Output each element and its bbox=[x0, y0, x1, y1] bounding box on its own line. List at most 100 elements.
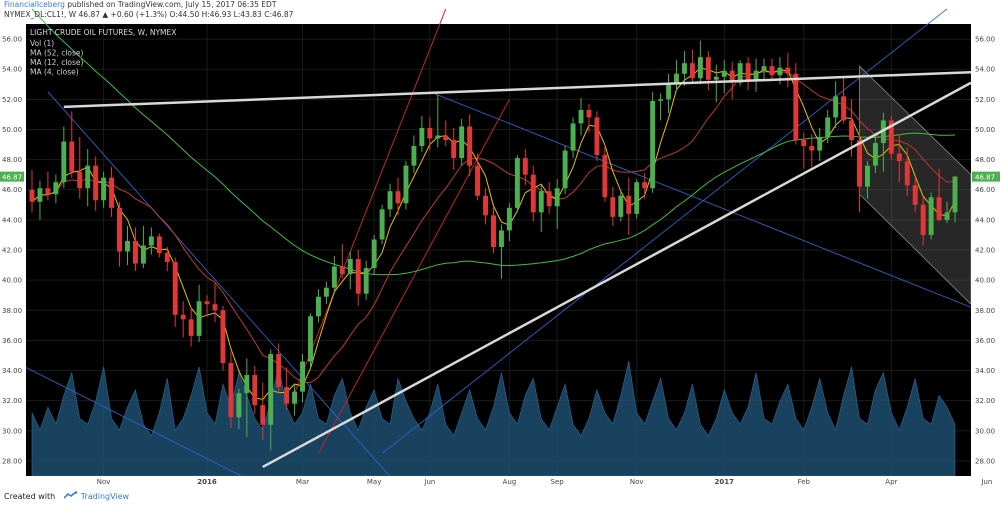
candle-body bbox=[244, 375, 250, 394]
candle-body bbox=[156, 236, 162, 254]
candle-body bbox=[705, 57, 711, 80]
candle-body bbox=[387, 191, 393, 210]
author-link[interactable]: FinancialIceberg bbox=[4, 0, 65, 9]
candle-body bbox=[85, 165, 91, 189]
candle-body bbox=[546, 191, 552, 207]
candle-body bbox=[737, 63, 743, 83]
legend-item: MA (12, close) bbox=[30, 58, 84, 67]
candle-body bbox=[411, 146, 417, 166]
candle-body bbox=[451, 140, 457, 159]
x-tick-label: 2016 bbox=[197, 478, 217, 486]
last-price-label-right: 46.87 bbox=[975, 174, 995, 182]
candle-body bbox=[514, 158, 520, 208]
last-price-tag-left bbox=[0, 171, 24, 182]
candle-body bbox=[252, 375, 258, 406]
red-channel-upper bbox=[294, 8, 447, 394]
candle-body bbox=[140, 245, 146, 264]
candle-body bbox=[506, 207, 512, 231]
y-tick-right: 56.00 bbox=[975, 36, 995, 44]
y-tick-left: 50.00 bbox=[2, 126, 22, 134]
candle-body bbox=[880, 120, 886, 144]
y-tick-right: 36.00 bbox=[975, 337, 995, 345]
candle-body bbox=[674, 73, 679, 85]
candle-body bbox=[538, 191, 544, 213]
y-tick-left: 36.00 bbox=[2, 337, 22, 345]
candle-body bbox=[928, 197, 934, 235]
y-tick-right: 40.00 bbox=[975, 277, 995, 285]
candle-body bbox=[936, 197, 942, 220]
candle-body bbox=[212, 304, 218, 311]
candle-body bbox=[109, 177, 115, 208]
candle-body bbox=[594, 117, 600, 156]
candle-body bbox=[602, 155, 608, 198]
candle-body bbox=[204, 301, 210, 305]
publish-info: published on TradingView.com, July 15, 2… bbox=[64, 0, 277, 9]
y-tick-left: 38.00 bbox=[2, 307, 22, 315]
candle-body bbox=[888, 120, 894, 154]
candle-body bbox=[339, 266, 345, 275]
candle-body bbox=[379, 209, 385, 240]
candle-body bbox=[650, 100, 656, 189]
candle-body bbox=[419, 127, 425, 147]
x-tick-label: 2017 bbox=[715, 478, 735, 486]
candle-body bbox=[896, 153, 902, 162]
candle-body bbox=[721, 70, 727, 77]
candle-body bbox=[188, 319, 194, 336]
resistance-trendline bbox=[63, 70, 972, 109]
candle-body bbox=[872, 143, 878, 166]
candle-body bbox=[801, 140, 807, 147]
y-tick-left: 56.00 bbox=[2, 36, 22, 44]
legend-item: MA (52, close) bbox=[30, 49, 84, 58]
candle-body bbox=[371, 239, 377, 269]
footer: Created with TradingView bbox=[0, 488, 1000, 506]
candle-body bbox=[634, 182, 640, 214]
candle-body bbox=[228, 363, 234, 418]
y-tick-right: 30.00 bbox=[975, 427, 995, 435]
y-tick-right: 32.00 bbox=[975, 397, 995, 405]
candle-body bbox=[148, 236, 154, 246]
created-with-label: Created with bbox=[4, 492, 56, 501]
candle-body bbox=[220, 310, 226, 363]
x-tick-label: Apr bbox=[885, 478, 897, 486]
candle-body bbox=[522, 158, 528, 175]
y-tick-left: 52.00 bbox=[2, 96, 22, 104]
candle-body bbox=[435, 135, 441, 139]
y-tick-left: 44.00 bbox=[2, 216, 22, 224]
candle-body bbox=[308, 316, 313, 362]
right-axis-bg bbox=[971, 24, 1000, 476]
candle-body bbox=[284, 387, 290, 404]
tradingview-link[interactable]: TradingView bbox=[80, 492, 130, 501]
candle-body bbox=[833, 96, 839, 118]
time-axis-bg bbox=[0, 476, 1000, 488]
y-tick-left: 54.00 bbox=[2, 66, 22, 74]
candle-body bbox=[785, 67, 791, 74]
legend-item: Vol (1) bbox=[30, 39, 54, 48]
x-tick-label: Nov bbox=[97, 478, 111, 486]
candle-body bbox=[944, 212, 950, 220]
y-tick-right: 44.00 bbox=[975, 216, 995, 224]
candle-body bbox=[849, 120, 855, 141]
candle-body bbox=[132, 240, 138, 264]
chart-title: LIGHT CRUDE OIL FUTURES, W, NYMEX bbox=[30, 28, 176, 37]
candle-body bbox=[125, 240, 130, 252]
x-tick-label: Nov bbox=[630, 478, 644, 486]
candle-body bbox=[29, 189, 35, 202]
candle-body bbox=[777, 67, 783, 76]
symbol-info: NYMEX_DL:CL1!, W 46.87 ▲ +0.60 (+1.3%) O… bbox=[4, 10, 294, 19]
candle-body bbox=[610, 197, 616, 217]
candle-body bbox=[586, 109, 592, 118]
y-tick-left: 28.00 bbox=[2, 457, 22, 465]
y-tick-left: 42.00 bbox=[2, 247, 22, 255]
candle-body bbox=[323, 287, 329, 297]
y-tick-left: 30.00 bbox=[2, 427, 22, 435]
blue-line-4 bbox=[429, 91, 972, 308]
candle-body bbox=[363, 268, 369, 294]
candle-body bbox=[331, 266, 337, 288]
candle-body bbox=[570, 123, 576, 151]
candle-body bbox=[196, 301, 202, 336]
y-tick-right: 48.00 bbox=[975, 156, 995, 164]
candle-body bbox=[825, 117, 831, 137]
candle-body bbox=[45, 188, 51, 195]
